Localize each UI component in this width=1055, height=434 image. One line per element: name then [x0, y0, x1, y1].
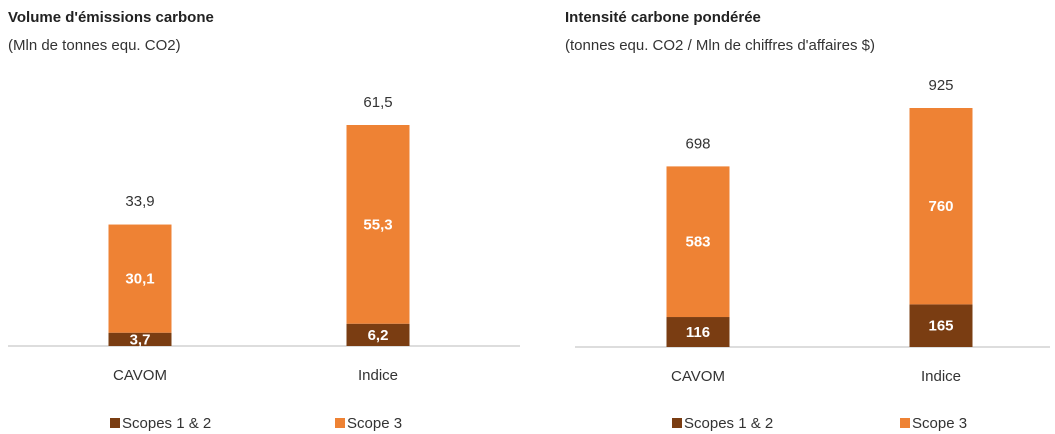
- total-label: 33,9: [125, 193, 154, 210]
- category-label: Indice: [921, 368, 961, 385]
- bar-segment: [108, 224, 172, 333]
- bar-segment: [909, 108, 973, 305]
- legend-label: Scopes 1 & 2: [122, 415, 211, 432]
- legend-swatch: [335, 418, 345, 428]
- value-label: 3,7: [130, 331, 151, 348]
- chart-subtitle: (tonnes equ. CO2 / Mln de chiffres d'aff…: [565, 37, 875, 54]
- legend-label: Scopes 1 & 2: [684, 415, 773, 432]
- chart-title: Volume d'émissions carbone: [8, 9, 214, 26]
- category-label: Indice: [358, 367, 398, 384]
- chart-title: Intensité carbone pondérée: [565, 9, 761, 26]
- total-label: 61,5: [363, 94, 392, 111]
- total-label: 698: [685, 136, 710, 153]
- value-label: 55,3: [363, 216, 392, 233]
- value-label: 116: [686, 324, 710, 341]
- category-label: CAVOM: [113, 367, 167, 384]
- value-label: 583: [685, 234, 710, 251]
- legend-swatch: [110, 418, 120, 428]
- value-label: 760: [928, 198, 953, 215]
- chart-subtitle: (Mln de tonnes equ. CO2): [8, 37, 181, 54]
- bar-segment: [666, 166, 730, 318]
- legend-label: Scope 3: [912, 415, 967, 432]
- category-label: CAVOM: [671, 368, 725, 385]
- value-label: 165: [928, 318, 953, 335]
- value-label: 30,1: [125, 271, 154, 288]
- legend-swatch: [900, 418, 910, 428]
- bar-segment: [346, 125, 410, 324]
- bar-segment: [666, 317, 730, 347]
- total-label: 925: [928, 77, 953, 94]
- bar-segment: [909, 304, 973, 347]
- value-label: 6,2: [368, 327, 389, 344]
- bar-segment: [108, 332, 172, 346]
- legend-swatch: [672, 418, 682, 428]
- bar-segment: [346, 323, 410, 346]
- legend-label: Scope 3: [347, 415, 402, 432]
